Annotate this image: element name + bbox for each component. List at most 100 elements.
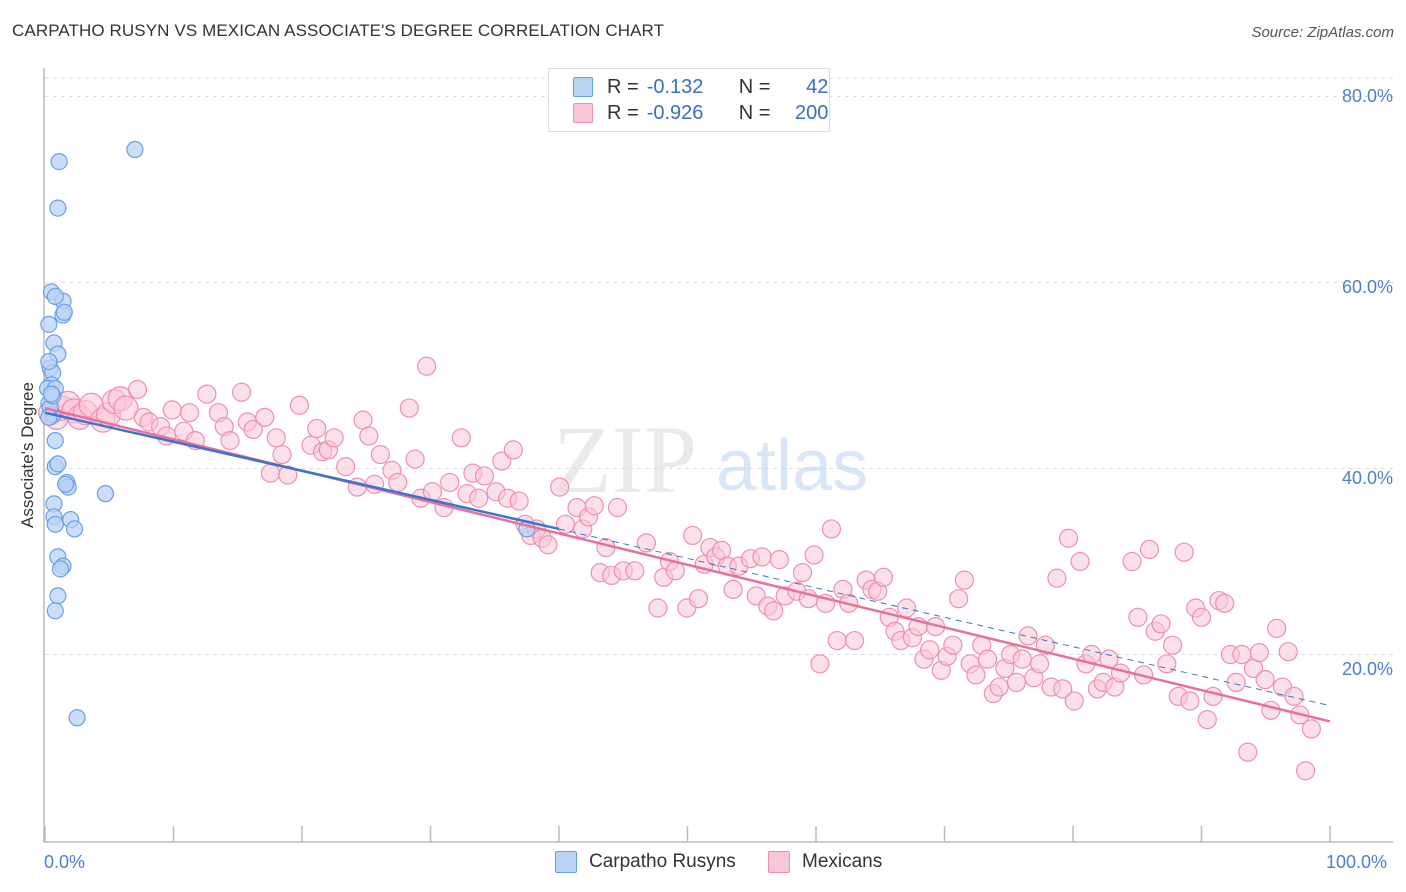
mexicans-point-182 xyxy=(1249,643,1269,663)
mexicans-point-132 xyxy=(954,570,975,590)
mexicans-point-61 xyxy=(492,451,512,471)
carpatho-rusyns-point-13 xyxy=(40,352,58,371)
mexicans-point-22 xyxy=(197,384,217,404)
legend-n-label: N = xyxy=(738,101,771,124)
mexicans-point-13 xyxy=(127,379,148,400)
mexicans-point-64 xyxy=(509,491,529,511)
mexicans-point-166 xyxy=(1157,654,1177,674)
legend-row-mexicans: R = -0.926 N = 200 xyxy=(573,101,828,125)
axes xyxy=(43,68,1393,843)
mexicans-point-111 xyxy=(827,630,847,651)
carpatho-rusyns-point-34 xyxy=(49,587,67,605)
legend-item-mexicans[interactable]: Mexicans xyxy=(768,851,882,873)
mexicans-point-167 xyxy=(1162,635,1183,655)
legend-item-carpatho-rusyns[interactable]: Carpatho Rusyns xyxy=(555,851,736,873)
correlation-legend: R = -0.132 N = 42 R = -0.926 N = 200 xyxy=(548,68,830,132)
mexicans-point-43 xyxy=(359,426,379,446)
mexicans-point-114 xyxy=(844,630,865,651)
mexicans-point-174 xyxy=(1203,686,1223,706)
mexicans-point-48 xyxy=(399,398,419,418)
chart-title: CARPATHO RUSYN VS MEXICAN ASSOCIATE'S DE… xyxy=(12,21,665,40)
carpatho-rusyns-point-7 xyxy=(55,303,73,321)
carpatho-rusyns-point-2 xyxy=(49,199,67,217)
mexicans-point-134 xyxy=(966,665,986,685)
mexicans-point-183 xyxy=(1255,670,1275,690)
mexicans-point-151 xyxy=(1064,691,1084,711)
mexicans-point-40 xyxy=(336,457,356,477)
mexicans-point-172 xyxy=(1191,607,1212,627)
watermark-zip: ZIP xyxy=(553,406,697,513)
mexicans-point-99 xyxy=(752,547,772,567)
mexicans-point-26 xyxy=(232,382,252,402)
mexicans-point-163 xyxy=(1139,539,1160,560)
mexicans-point-136 xyxy=(977,649,998,669)
carpatho-rusyns-points xyxy=(38,140,536,727)
mexicans-point-176 xyxy=(1215,593,1235,613)
mexicans-point-89 xyxy=(688,589,709,609)
mexicans-point-145 xyxy=(1029,654,1050,674)
mexicans-point-18 xyxy=(162,400,182,420)
mexicans-point-69 xyxy=(538,535,558,555)
watermark: ZIP atlas xyxy=(553,406,868,513)
legend-r-label: R = xyxy=(607,75,639,98)
mexicans-point-126 xyxy=(920,640,940,660)
mexicans-point-152 xyxy=(1070,551,1090,572)
carpatho-rusyns-point-40 xyxy=(40,408,58,426)
mexicans-point-161 xyxy=(1128,607,1148,627)
carpatho-rusyns-point-5 xyxy=(46,287,64,306)
y-axis-label: Associate's Degree xyxy=(18,382,37,528)
y-tick-20: 20.0% xyxy=(1341,659,1393,679)
mexicans-point-55 xyxy=(451,428,471,448)
mexicans-point-102 xyxy=(769,550,789,570)
mexicans-point-191 xyxy=(1301,719,1321,739)
mexicans-point-59 xyxy=(474,466,495,486)
mexicans-point-70 xyxy=(550,477,570,497)
mexicans-point-34 xyxy=(289,395,310,415)
mexicans-point-169 xyxy=(1174,542,1194,562)
mexicans-point-36 xyxy=(307,418,327,439)
carpatho-rusyns-point-29 xyxy=(46,515,64,533)
mexicans-point-110 xyxy=(821,519,842,539)
trend-lines xyxy=(44,406,1331,723)
legend-label: Carpatho Rusyns xyxy=(589,851,736,872)
mexicans-point-141 xyxy=(1006,672,1027,693)
mexicans-point-63 xyxy=(503,440,523,460)
y-tick-40: 40.0% xyxy=(1341,468,1393,488)
mexicans-point-49 xyxy=(405,449,425,469)
mexicans-point-81 xyxy=(625,561,645,581)
legend-n-value: 42 xyxy=(806,75,829,98)
mexicans-point-108 xyxy=(810,654,830,674)
carpatho-rusyns-point-1 xyxy=(126,140,144,159)
carpatho-rusyns-point-19 xyxy=(46,432,64,450)
mexicans-point-88 xyxy=(683,525,703,546)
mexicans-point-148 xyxy=(1047,568,1067,588)
mexicans-point-20 xyxy=(179,403,200,423)
legend-row-carpatho-rusyns: R = -0.132 N = 42 xyxy=(573,75,828,99)
mexicans-point-71 xyxy=(555,514,576,534)
mexicans-point-165 xyxy=(1151,614,1171,634)
carpatho-rusyns-point-0 xyxy=(50,153,68,171)
legend-r-value: -0.926 xyxy=(646,101,704,124)
carpatho-rusyns-point-41 xyxy=(42,385,61,403)
mexicans-point-170 xyxy=(1180,691,1200,711)
mexicans-point-58 xyxy=(469,488,489,508)
mexicans-point-130 xyxy=(943,635,963,655)
mexicans-point-187 xyxy=(1278,642,1298,662)
mexicans-point-45 xyxy=(370,444,390,465)
mexicans-point-107 xyxy=(804,545,824,565)
mexicans-point-79 xyxy=(607,497,628,518)
carpatho-rusyns-trend-line xyxy=(44,411,560,531)
series-legend: Carpatho Rusyns Mexicans xyxy=(0,851,1406,879)
mexicans-point-83 xyxy=(648,598,668,618)
carpatho-rusyns-point-36 xyxy=(68,709,86,727)
mexicans-point-118 xyxy=(873,567,894,587)
watermark-atlas: atlas xyxy=(716,426,868,506)
legend-label: Mexicans xyxy=(802,851,883,872)
mexicans-point-160 xyxy=(1122,551,1142,572)
carpatho-rusyns-point-30 xyxy=(65,520,84,538)
mexicans-point-178 xyxy=(1226,672,1246,693)
carpatho-rusyns-point-21 xyxy=(49,455,67,473)
mexicans-point-138 xyxy=(989,677,1009,697)
mexicans-point-47 xyxy=(388,472,408,493)
y-tick-80: 80.0% xyxy=(1341,86,1393,106)
